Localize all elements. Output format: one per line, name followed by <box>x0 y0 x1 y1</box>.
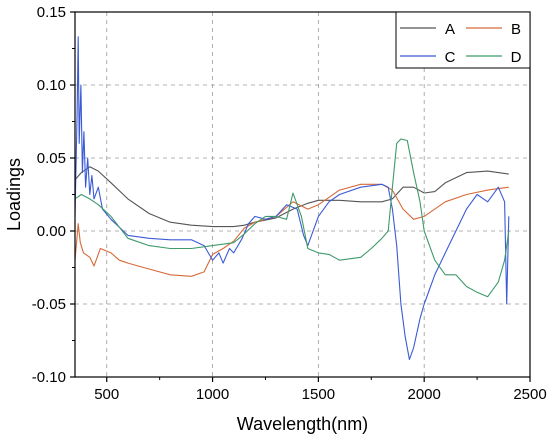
x-tick-label: 1500 <box>302 386 335 403</box>
series-line-d <box>74 138 510 298</box>
series-line-a <box>74 166 509 228</box>
x-tick-label: 2000 <box>407 386 440 403</box>
x-tick-label: 1000 <box>196 386 229 403</box>
grid-lines <box>75 12 530 377</box>
y-tick-label: 0.10 <box>37 77 66 94</box>
legend-label-c: C <box>445 49 456 66</box>
axis-ticks: 500 1000 1500 2000 2500 -0.10 -0.05 0.00 0.05 0.1… <box>32 4 547 403</box>
legend-label-d: D <box>511 49 522 66</box>
y-tick-label: -0.05 <box>32 296 66 313</box>
y-tick-label: 0.15 <box>37 4 66 21</box>
legend-label-a: A <box>445 21 455 38</box>
legend: A B C D <box>395 11 531 69</box>
series-line-b <box>74 183 509 277</box>
x-tick-label: 2500 <box>513 386 546 403</box>
y-tick-label: 0.05 <box>37 150 66 167</box>
y-tick-label: -0.10 <box>32 369 66 386</box>
legend-box <box>395 11 531 69</box>
series-line-c <box>74 36 510 361</box>
y-tick-label: 0.00 <box>37 223 66 240</box>
x-axis-title: Wavelength(nm) <box>237 414 368 434</box>
y-axis-title: Loadings <box>4 158 24 231</box>
legend-label-b: B <box>511 21 521 38</box>
series-lines <box>74 36 510 361</box>
x-tick-label: 500 <box>94 386 119 403</box>
